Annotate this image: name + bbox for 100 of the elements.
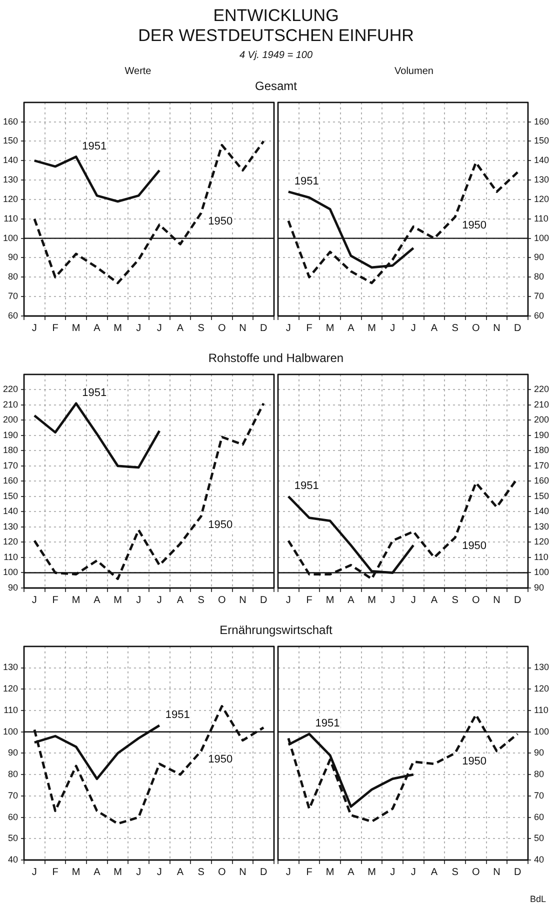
- x-tick-label: S: [452, 322, 459, 334]
- x-tick-label: J: [32, 594, 37, 606]
- x-tick-label: A: [430, 322, 438, 334]
- x-tick-label: F: [52, 594, 58, 606]
- y-tick-label: 220: [534, 384, 550, 394]
- text: ENTWICKLUNG DER WESTDEUTSCHEN EINFUHR: [137, 6, 415, 46]
- x-tick-label: M: [326, 322, 334, 334]
- y-tick-label: 210: [534, 399, 550, 410]
- x-tick-label: J: [390, 594, 396, 606]
- x-tick-label: J: [286, 866, 291, 878]
- y-tick-label: 100: [534, 232, 550, 243]
- y-tick-label: 150: [2, 490, 18, 501]
- y-tick-label: 80: [534, 769, 544, 780]
- y-tick-label: 50: [8, 833, 18, 844]
- y-tick-label: 50: [534, 833, 544, 844]
- y-tick-label: 110: [4, 552, 18, 562]
- chart-subtitle: Volumen: [394, 66, 434, 77]
- y-tick-label: 140: [2, 155, 18, 166]
- y-tick-label: 80: [534, 272, 544, 282]
- x-tick-label: M: [368, 866, 376, 878]
- chart-title: Gesamt: [254, 79, 298, 93]
- y-tick-label: 90: [8, 748, 18, 758]
- x-tick-label: M: [326, 594, 334, 606]
- y-tick-label: 140: [2, 506, 18, 516]
- x-tick-label: A: [430, 594, 438, 606]
- x-tick-label: J: [136, 322, 142, 334]
- x-tick-label: N: [239, 594, 246, 606]
- x-tick-label: M: [114, 594, 122, 606]
- x-tick-label: N: [493, 322, 500, 334]
- x-tick-label: N: [239, 866, 246, 878]
- y-tick-label: 110: [534, 552, 548, 562]
- y-tick-label: 170: [2, 460, 18, 470]
- y-tick-label: 120: [534, 684, 550, 694]
- y-tick-label: 60: [8, 310, 18, 320]
- x-tick-label: F: [306, 322, 312, 334]
- series-label: 1951: [294, 480, 319, 492]
- x-tick-label: J: [410, 594, 416, 606]
- y-tick-label: 40: [534, 854, 544, 864]
- x-tick-label: A: [348, 594, 355, 606]
- y-tick-label: 70: [8, 790, 18, 800]
- x-tick-label: J: [32, 322, 37, 334]
- x-tick-label: M: [72, 594, 80, 606]
- y-tick-label: 90: [534, 582, 544, 592]
- x-tick-label: S: [198, 322, 205, 334]
- y-tick-label: 140: [534, 155, 550, 166]
- x-tick-label: A: [348, 866, 355, 878]
- y-tick-label: 120: [2, 684, 18, 694]
- y-tick-label: 200: [2, 414, 18, 425]
- x-tick-label: J: [156, 322, 162, 334]
- y-tick-label: 130: [2, 521, 18, 532]
- series-label: 1951: [165, 708, 190, 721]
- y-tick-label: 180: [534, 445, 550, 456]
- x-tick-label: D: [260, 866, 268, 878]
- y-tick-label: 180: [2, 445, 18, 456]
- y-tick-label: 80: [8, 769, 18, 780]
- y-tick-label: 130: [2, 662, 18, 672]
- series-label: 1950: [462, 220, 487, 232]
- y-tick-label: 130: [534, 174, 550, 185]
- x-tick-label: M: [326, 866, 334, 878]
- y-tick-label: 90: [8, 582, 18, 592]
- y-tick-label: 70: [534, 291, 544, 302]
- y-tick-label: 170: [534, 460, 550, 470]
- series-label: 1951: [82, 140, 107, 152]
- x-tick-label: M: [72, 866, 80, 878]
- y-tick-label: 110: [4, 704, 18, 715]
- y-tick-label: 60: [534, 812, 544, 822]
- x-tick-label: M: [114, 866, 122, 878]
- y-tick-label: 90: [534, 748, 544, 758]
- x-tick-label: N: [493, 594, 500, 606]
- series-label: 1951: [294, 175, 319, 188]
- x-tick-label: D: [514, 866, 522, 878]
- x-tick-label: A: [348, 322, 355, 334]
- x-tick-label: F: [52, 866, 58, 878]
- y-tick-label: 160: [2, 476, 18, 486]
- y-tick-label: 80: [8, 272, 18, 282]
- x-tick-label: N: [493, 866, 500, 878]
- series-label: 1950: [462, 756, 487, 768]
- y-tick-label: 120: [2, 536, 18, 547]
- y-tick-label: 110: [534, 213, 548, 224]
- x-tick-label: J: [156, 594, 162, 606]
- x-tick-label: D: [260, 322, 268, 334]
- y-tick-label: 100: [534, 726, 550, 736]
- y-tick-label: 130: [534, 662, 550, 672]
- y-tick-label: 120: [534, 194, 550, 204]
- y-tick-label: 60: [534, 310, 544, 320]
- y-tick-label: 70: [534, 790, 544, 800]
- x-tick-label: A: [94, 322, 101, 334]
- y-tick-label: 100: [2, 232, 18, 243]
- x-tick-label: F: [52, 322, 58, 334]
- x-tick-label: M: [368, 594, 376, 606]
- x-tick-label: A: [94, 866, 101, 878]
- y-tick-label: 90: [534, 252, 544, 262]
- x-tick-label: J: [136, 594, 142, 606]
- chart-title: Rohstoffe und Halbwaren: [207, 351, 345, 365]
- y-tick-label: 60: [8, 812, 18, 822]
- y-tick-label: 110: [534, 704, 548, 715]
- text: BdL: [530, 894, 546, 904]
- chart-title: Ernährungswirtschaft: [218, 623, 334, 637]
- y-tick-label: 140: [534, 506, 550, 516]
- x-tick-label: J: [286, 322, 291, 334]
